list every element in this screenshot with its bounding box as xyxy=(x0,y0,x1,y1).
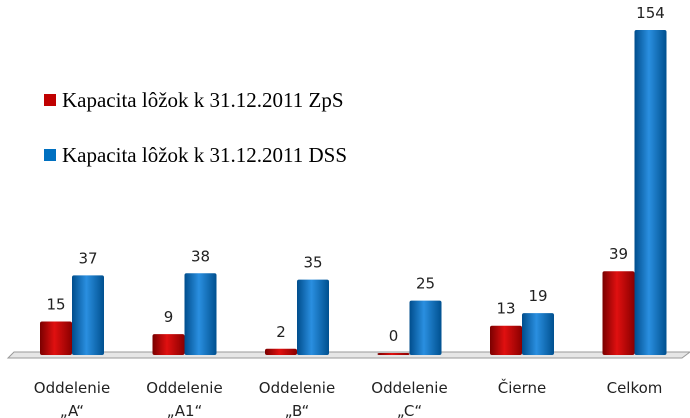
data-label: 9 xyxy=(164,308,174,326)
bar xyxy=(522,313,554,355)
x-tick-label: Oddelenie „A“ xyxy=(34,379,110,418)
data-label: 25 xyxy=(416,275,435,293)
legend-label: Kapacita lôžok k 31.12.2011 DSS xyxy=(62,143,347,167)
data-label: 0 xyxy=(389,327,399,345)
floor xyxy=(6,351,690,359)
bar xyxy=(152,334,185,355)
legend-label: Kapacita lôžok k 31.12.2011 ZpS xyxy=(62,88,344,112)
x-tick-label: Čierne xyxy=(498,378,547,397)
bar xyxy=(297,279,329,355)
bar xyxy=(184,273,217,355)
bar xyxy=(634,30,667,355)
x-tick-label: Oddelenie „B“ xyxy=(259,379,335,418)
bar xyxy=(602,271,635,355)
data-label: 2 xyxy=(276,323,286,341)
data-label: 39 xyxy=(609,245,628,263)
bar xyxy=(265,348,297,355)
data-label: 35 xyxy=(303,254,322,272)
bar xyxy=(377,353,410,355)
legend-swatch xyxy=(44,94,56,106)
data-label: 154 xyxy=(636,4,665,22)
data-label: 15 xyxy=(46,296,65,314)
data-label: 37 xyxy=(78,249,97,267)
legend-swatch xyxy=(44,149,56,161)
data-label: 13 xyxy=(496,300,515,318)
x-tick-label: Oddelenie „A1“ xyxy=(146,379,222,418)
bar xyxy=(490,325,522,355)
bar xyxy=(40,321,72,355)
data-label: 38 xyxy=(191,247,210,265)
data-label: 19 xyxy=(528,287,547,305)
bar xyxy=(409,300,442,355)
bar xyxy=(72,275,104,355)
x-tick-label: Oddelenie „C“ xyxy=(371,379,447,418)
x-tick-label: Celkom xyxy=(607,379,663,397)
